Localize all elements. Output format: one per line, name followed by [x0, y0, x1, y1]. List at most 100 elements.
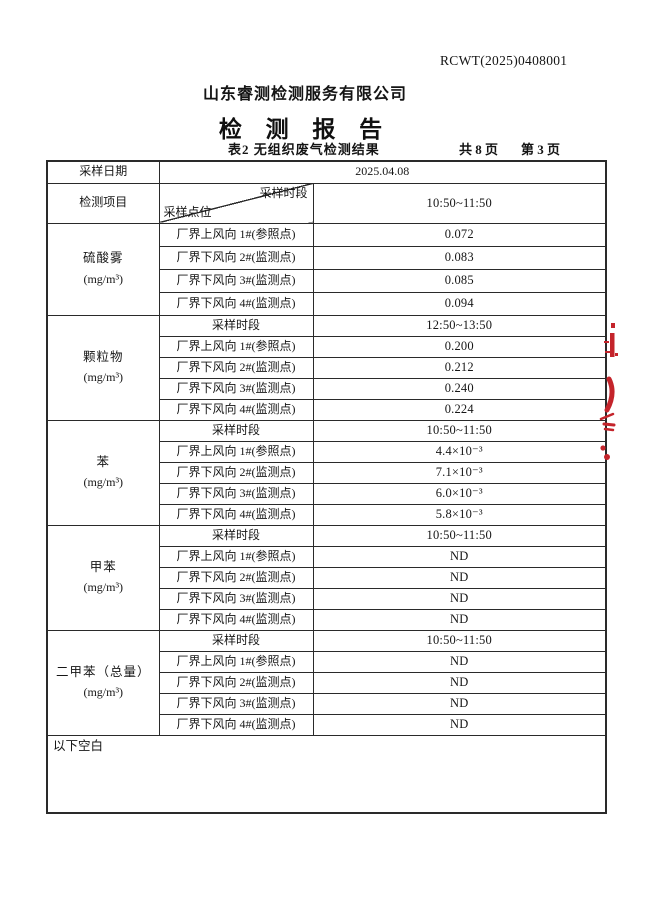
table-row: 厂界下风向 2#(监测点) 7.1×10⁻³ — [47, 461, 607, 484]
point-cell: 厂界下风向 2#(监测点) — [158, 671, 314, 694]
table-row: 厂界下风向 4#(监测点) 0.094 — [47, 291, 607, 316]
point-cell: 厂界上风向 1#(参照点) — [158, 222, 314, 247]
report-title: 检 测 报 告 — [218, 117, 392, 142]
item-cell: 甲苯 (mg/m³) — [46, 524, 160, 631]
item-name: 苯 — [96, 454, 110, 469]
point-cell: 厂界上风向 1#(参照点) — [158, 650, 314, 673]
period-value-cell: 12:50~13:50 — [312, 314, 607, 337]
sampling-date-value: 2025.04.08 — [158, 160, 607, 184]
item-name: 二甲苯（总量） — [55, 664, 151, 679]
point-cell: 厂界下风向 2#(监测点) — [158, 356, 314, 379]
point-cell: 厂界上风向 1#(参照点) — [158, 440, 314, 463]
document-header: 山东睿测检测服务有限公司 检 测 报 告 — [0, 80, 610, 144]
value-cell: 0.072 — [312, 222, 607, 247]
period-label-cell: 采样时段 — [158, 629, 314, 652]
value-cell: ND — [312, 587, 607, 610]
item-name: 颗粒物 — [82, 349, 124, 364]
table-row: 厂界下风向 4#(监测点) 5.8×10⁻³ — [47, 503, 607, 526]
point-cell: 厂界下风向 3#(监测点) — [158, 692, 314, 715]
value-cell: 0.240 — [312, 377, 607, 400]
table-row: 厂界下风向 4#(监测点) ND — [47, 713, 607, 736]
item-name: 甲苯 — [89, 559, 117, 574]
value-cell: 0.083 — [312, 245, 607, 270]
item-unit: (mg/m³) — [83, 370, 124, 385]
item-cell: 苯 (mg/m³) — [46, 419, 160, 526]
value-cell: 0.094 — [312, 291, 607, 316]
item-name: 硫酸雾 — [82, 251, 124, 266]
result-table: 采样日期 2025.04.08 检测项目 采样时段 采样点位 10:50~11:… — [46, 160, 607, 814]
company-name: 山东睿测检测服务有限公司 — [202, 86, 407, 103]
table-row: 厂界下风向 3#(监测点) 0.240 — [47, 377, 607, 400]
point-cell: 厂界下风向 3#(监测点) — [158, 482, 314, 505]
table-row: 厂界下风向 2#(监测点) 0.083 — [47, 245, 607, 270]
table-row: 甲苯 (mg/m³) 采样时段 10:50~11:50 — [46, 524, 607, 631]
table-row: 以下空白 — [46, 734, 607, 814]
point-cell: 厂界上风向 1#(参照点) — [158, 545, 314, 568]
item-unit: (mg/m³) — [83, 475, 124, 490]
point-cell: 厂界下风向 3#(监测点) — [158, 268, 314, 293]
table-row: 苯 (mg/m³) 采样时段 10:50~11:50 — [46, 419, 607, 526]
table-row: 硫酸雾 (mg/m³) 厂界上风向 1#(参照点) 0.072 — [46, 222, 607, 316]
table-row: 二甲苯（总量） (mg/m³) 采样时段 10:50~11:50 — [46, 629, 607, 736]
value-cell: ND — [312, 566, 607, 589]
value-cell: ND — [312, 650, 607, 673]
page-current: 第 3 页 — [521, 142, 561, 157]
item-unit: (mg/m³) — [83, 685, 124, 700]
sampling-date-label: 采样日期 — [46, 160, 160, 184]
page-total: 共 8 页 — [459, 142, 499, 157]
point-cell: 厂界下风向 4#(监测点) — [158, 398, 314, 421]
diagonal-header-cell: 采样时段 采样点位 — [158, 182, 314, 224]
value-cell: 6.0×10⁻³ — [312, 482, 607, 505]
period-label-cell: 采样时段 — [158, 524, 314, 547]
point-cell: 厂界下风向 3#(监测点) — [158, 377, 314, 400]
value-cell: ND — [312, 545, 607, 568]
item-label-cell: 检测项目 — [46, 182, 160, 224]
header-period-value: 10:50~11:50 — [312, 182, 607, 224]
point-cell: 厂界下风向 4#(监测点) — [158, 713, 314, 736]
table-row: 厂界上风向 1#(参照点) ND — [47, 650, 607, 673]
period-value-cell: 10:50~11:50 — [312, 524, 607, 547]
item-cell: 颗粒物 (mg/m³) — [46, 314, 160, 421]
item-unit: (mg/m³) — [83, 580, 124, 595]
value-cell: 0.085 — [312, 268, 607, 293]
point-cell: 厂界下风向 4#(监测点) — [158, 608, 314, 631]
value-cell: ND — [312, 713, 607, 736]
item-unit: (mg/m³) — [83, 271, 124, 286]
table-row: 厂界下风向 3#(监测点) ND — [47, 692, 607, 715]
value-cell: ND — [312, 608, 607, 631]
period-value-cell: 10:50~11:50 — [312, 419, 607, 442]
point-cell: 厂界下风向 2#(监测点) — [158, 566, 314, 589]
point-cell: 厂界下风向 4#(监测点) — [158, 503, 314, 526]
report-number: RCWT(2025)0408001 — [440, 53, 568, 68]
value-cell: 4.4×10⁻³ — [312, 440, 607, 463]
period-label-cell: 采样时段 — [158, 419, 314, 442]
caption-row: 表2 无组织废气检测结果 共 8 页 第 3 页 — [0, 139, 649, 159]
point-cell: 厂界下风向 2#(监测点) — [158, 461, 314, 484]
diagonal-top-label: 采样时段 — [259, 185, 308, 200]
table-row: 厂界下风向 2#(监测点) ND — [47, 566, 607, 589]
value-cell: 0.200 — [312, 335, 607, 358]
value-cell: 0.212 — [312, 356, 607, 379]
table-row: 厂界上风向 1#(参照点) 4.4×10⁻³ — [47, 440, 607, 463]
table-caption: 表2 无组织废气检测结果 — [228, 142, 380, 157]
value-cell: 0.224 — [312, 398, 607, 421]
point-cell: 厂界下风向 3#(监测点) — [158, 587, 314, 610]
item-cell: 二甲苯（总量） (mg/m³) — [46, 629, 160, 736]
diagonal-bottom-label: 采样点位 — [163, 204, 212, 219]
value-cell: ND — [312, 671, 607, 694]
period-label-cell: 采样时段 — [158, 314, 314, 337]
value-cell: 7.1×10⁻³ — [312, 461, 607, 484]
table-row: 厂界下风向 2#(监测点) ND — [47, 671, 607, 694]
value-cell: ND — [312, 692, 607, 715]
point-cell: 厂界下风向 2#(监测点) — [158, 245, 314, 270]
table-row: 采样日期 2025.04.08 — [46, 160, 607, 184]
footer-note-cell: 以下空白 — [46, 734, 607, 814]
point-cell: 厂界上风向 1#(参照点) — [158, 335, 314, 358]
value-cell: 5.8×10⁻³ — [312, 503, 607, 526]
item-cell: 硫酸雾 (mg/m³) — [46, 222, 160, 316]
point-cell: 厂界下风向 4#(监测点) — [158, 291, 314, 316]
period-value-cell: 10:50~11:50 — [312, 629, 607, 652]
table-row: 检测项目 采样时段 采样点位 10:50~11:50 — [46, 182, 607, 224]
table-row: 颗粒物 (mg/m³) 采样时段 12:50~13:50 — [46, 314, 607, 421]
